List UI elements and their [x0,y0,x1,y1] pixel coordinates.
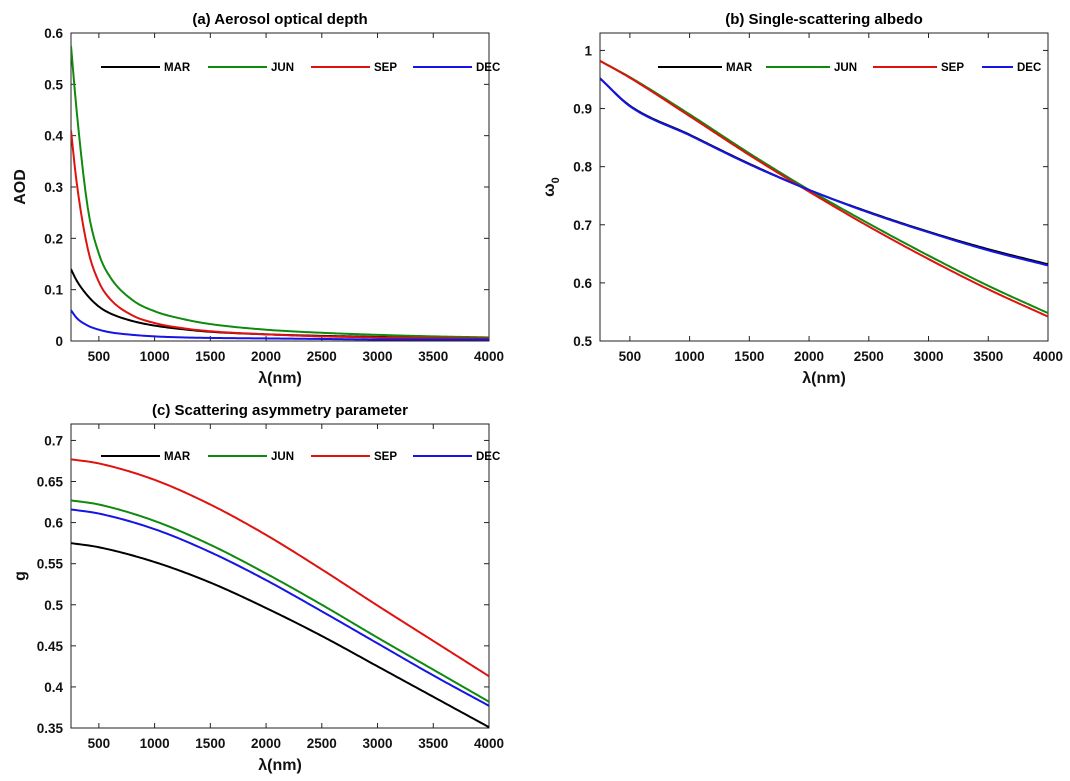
legend: MAR JUN SEP DEC [658,62,1041,74]
x-tick-label: 2000 [251,349,281,364]
chart-title: (a) Aerosol optical depth [192,11,367,28]
series-line-jun [71,45,489,339]
y-tick-label: 0.7 [44,433,63,448]
legend-label-dec: DEC [476,451,500,463]
x-tick-label: 2000 [251,736,281,751]
legend-label-mar: MAR [164,62,191,74]
series-line-sep [71,130,489,340]
y-axis-label: ω0 [541,177,562,197]
x-tick-label: 2500 [307,349,337,364]
legend-label-jun: JUN [271,451,294,463]
legend-label-sep: SEP [374,62,397,74]
series-line-jun [71,499,489,703]
series-line-dec [71,508,489,707]
y-tick-label: 0.6 [44,26,63,41]
x-tick-label: 500 [619,349,642,364]
series-line-mar [600,77,1048,266]
legend-label-jun: JUN [834,62,857,74]
y-axis-label-subscript: 0 [550,177,562,183]
x-tick-label: 1000 [140,349,170,364]
legend-label-jun: JUN [271,62,294,74]
x-tick-label: 3000 [363,736,393,751]
axes-box [70,32,490,342]
y-axis-label: g [12,571,29,581]
x-tick-label: 2500 [307,736,337,751]
y-axis-label: AOD [12,169,29,205]
y-tick-label: 0.9 [573,102,592,117]
y-tick-label: 0.2 [44,231,63,246]
y-tick-label: 0.7 [573,218,592,233]
chart-title: (c) Scattering asymmetry parameter [152,402,408,419]
x-tick-label: 3000 [363,349,393,364]
legend-label-mar: MAR [726,62,753,74]
y-tick-label: 1 [584,43,592,58]
y-tick-label: 0 [55,334,63,349]
x-tick-label: 3500 [418,736,448,751]
x-tick-label: 1000 [140,736,170,751]
y-tick-label: 0.4 [44,129,63,144]
y-tick-label: 0.35 [37,721,64,736]
y-tick-label: 0.5 [44,598,63,613]
x-tick-label: 4000 [1033,349,1063,364]
x-tick-label: 2500 [854,349,884,364]
x-tick-label: 1000 [675,349,705,364]
legend-label-mar: MAR [164,451,191,463]
y-tick-label: 0.5 [44,77,63,92]
y-tick-label: 0.45 [37,639,64,654]
chart-panel-1: (b) Single-scattering albedo 500 1000 1500 2… [541,11,1063,387]
x-tick-label: 3500 [973,349,1003,364]
y-tick-label: 0.6 [44,516,63,531]
x-axis-label: λ(nm) [802,370,846,387]
chart-title: (b) Single-scattering albedo [725,11,923,28]
x-tick-label: 3500 [418,349,448,364]
series-line-jun [600,60,1048,315]
axes-box [70,423,490,729]
chart-panel-2: (c) Scattering asymmetry parameter 500 100… [12,402,504,774]
y-tick-label: 0.5 [573,334,592,349]
x-tick-label: 4000 [474,736,504,751]
series-line-mar [71,268,489,340]
y-tick-label: 0.1 [44,283,63,298]
y-tick-label: 0.8 [573,160,592,175]
legend-label-dec: DEC [476,62,500,74]
x-tick-label: 500 [88,736,111,751]
x-axis-label: λ(nm) [258,370,302,387]
y-tick-label: 0.3 [44,180,63,195]
legend: MAR JUN SEP DEC [101,451,500,463]
y-tick-label: 0.6 [573,276,592,291]
axes-box [599,32,1049,342]
legend-label-sep: SEP [374,451,397,463]
x-tick-label: 1500 [195,349,225,364]
x-tick-label: 4000 [474,349,504,364]
series-line-sep [600,60,1048,318]
y-tick-label: 0.65 [37,475,64,490]
x-tick-label: 3000 [914,349,944,364]
series-line-dec [71,309,489,341]
x-tick-label: 2000 [794,349,824,364]
x-tick-label: 500 [88,349,111,364]
legend: MAR JUN SEP DEC [101,62,500,74]
x-axis-label: λ(nm) [258,757,302,774]
series-line-sep [71,458,489,678]
series-line-dec [600,77,1048,267]
x-tick-label: 1500 [734,349,764,364]
y-tick-label: 0.4 [44,680,63,695]
series-line-mar [71,542,489,728]
x-tick-label: 1500 [195,736,225,751]
chart-panel-0: (a) Aerosol optical depth 500 1000 1500 2000… [12,11,504,387]
y-tick-label: 0.55 [37,557,64,572]
legend-label-sep: SEP [941,62,964,74]
legend-label-dec: DEC [1017,62,1041,74]
